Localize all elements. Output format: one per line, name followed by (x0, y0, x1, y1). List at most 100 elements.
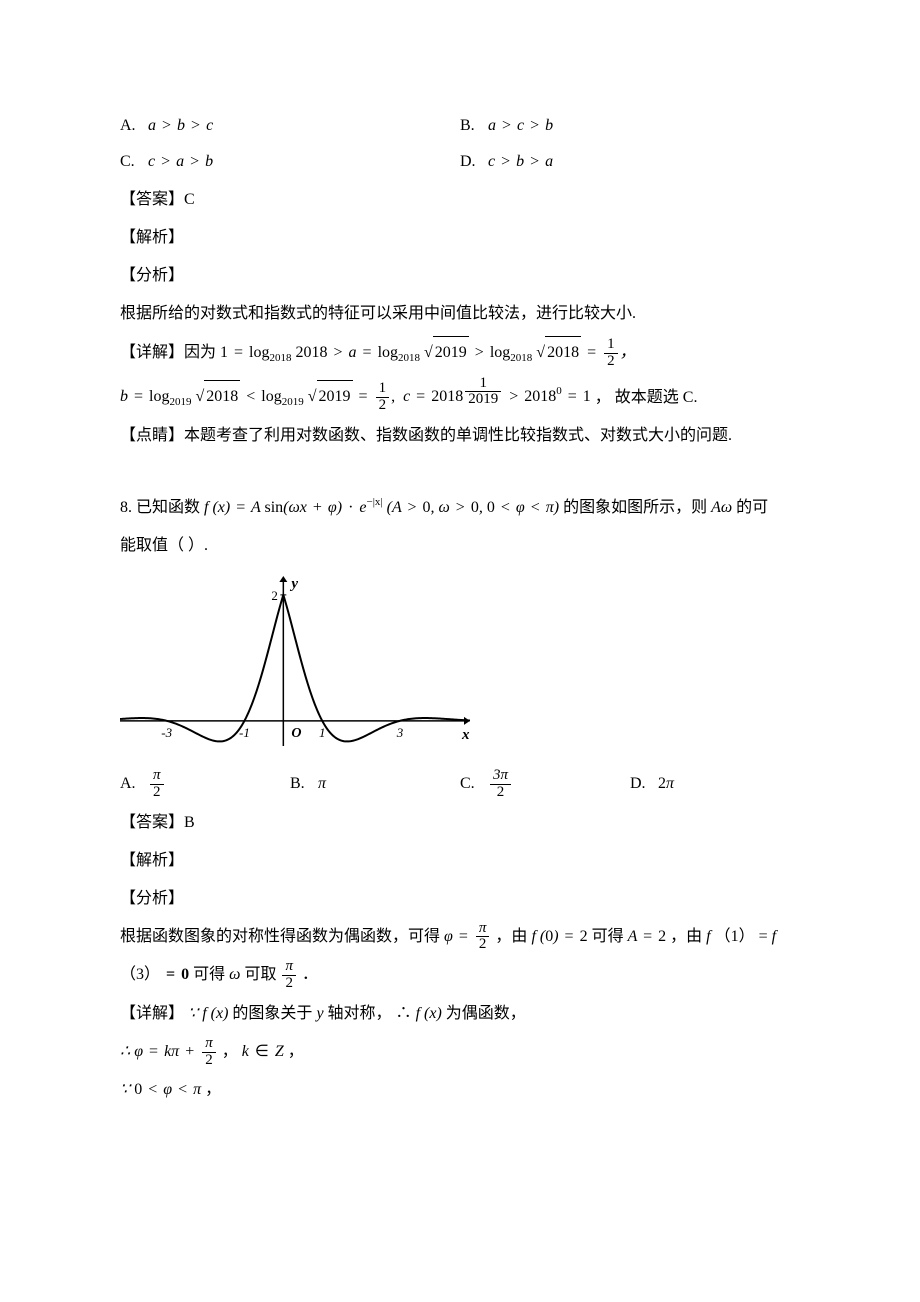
math-expr: ω (229, 966, 240, 983)
svg-text:1: 1 (319, 725, 326, 740)
svg-text:O: O (291, 726, 301, 741)
frac-den: 2 (476, 937, 490, 953)
sub: 2018 (398, 352, 420, 364)
detail-prefix: 【详解】 (120, 1005, 184, 1022)
math-expr: k ∈ Z (242, 1043, 284, 1060)
pi: π (318, 775, 326, 792)
math-expr: b = log2019 2018 < log2019 2019 = 12, c … (120, 388, 595, 405)
tail: ， 故本题选 C. (595, 388, 698, 405)
q7-detail-line-2: b = log2019 2018 < log2019 2019 = 12, c … (120, 376, 800, 414)
q8-fenxi-line-1: 根据函数图象的对称性得函数为偶函数，可得 φ = π2 ，由 f (0) = 2… (120, 921, 800, 954)
radicand: 2019 (433, 336, 469, 369)
math-expr: ∴ φ = kπ + π2 (120, 1043, 218, 1060)
q8-function-graph: -3-113O2yx (120, 576, 800, 758)
q8-options: A. π2 B. π C. 3π2 D. 2π (120, 768, 800, 801)
text: （3） (120, 966, 160, 983)
option-expr: π (318, 768, 326, 800)
option-letter: D. (460, 146, 478, 178)
radicand: 2018 (204, 380, 240, 413)
q8-option-c: C. 3π2 (460, 768, 630, 801)
option-letter: C. (460, 768, 478, 800)
frac-den: 2 (490, 785, 511, 801)
option-expr: 3π2 (488, 768, 513, 801)
frac-num: 3π (490, 768, 511, 785)
q7-detail-line-1: 【详解】因为 1 = log2018 2018 > a = log2018 20… (120, 336, 800, 370)
q7-options-row-1: A. a > b > c B. a > c > b (120, 110, 800, 142)
option-letter: A. (120, 768, 138, 800)
frac-den: 2 (202, 1053, 216, 1069)
math-expr: π2 (280, 966, 298, 983)
text: 可取 (244, 966, 280, 983)
q8-option-b: B. π (290, 768, 460, 801)
q8-option-d: D. 2π (630, 768, 800, 801)
sub: 2019 (169, 396, 191, 408)
option-expr: c > b > a (488, 146, 553, 178)
frac-den: 2 (150, 785, 164, 801)
q8-stem-line-2: 能取值（ ）. (120, 530, 800, 562)
text: ， (222, 1043, 242, 1060)
q7-option-c: C. c > a > b (120, 146, 460, 178)
text: ，由 (495, 928, 531, 945)
frac-num: 1 (465, 376, 501, 393)
frac-num: π (150, 768, 164, 785)
option-expr: c > a > b (148, 146, 213, 178)
pi: π (666, 775, 674, 792)
q8-option-a: A. π2 (120, 768, 290, 801)
q7-fenxi-label: 【分析】 (120, 260, 800, 292)
frac-num: 1 (604, 337, 618, 354)
text: ， (288, 1043, 304, 1060)
option-letter: C. (120, 146, 138, 178)
math-expr: A = 2 (628, 928, 667, 945)
svg-text:y: y (289, 576, 298, 592)
q8-fenxi-label: 【分析】 (120, 883, 800, 915)
frac-num: π (202, 1036, 216, 1053)
frac-den: 2 (604, 354, 618, 370)
math-expr: y (316, 1005, 323, 1022)
q8-answer: 【答案】B (120, 807, 800, 839)
stem-tail: 的可 (736, 499, 768, 516)
stem-mid: 的图象如图所示，则 (563, 499, 711, 516)
option-expr: 2π (658, 768, 674, 800)
radicand: 2018 (545, 336, 581, 369)
math-expr: φ = π2 (444, 928, 491, 945)
q8-detail-line-3: ∵ 0 < φ < π ， (120, 1074, 800, 1106)
math-expr: = 0 (164, 966, 189, 983)
q8-detail-line-1: 【详解】 ∵ f (x) 的图象关于 y 轴对称， ∴ f (x) 为偶函数， (120, 998, 800, 1030)
math-expr: 1 = log2018 2018 > a = log2018 2019 > lo… (220, 344, 636, 361)
sub: 2018 (510, 352, 532, 364)
q7-fenxi-text: 根据所给的对数式和指数式的特征可以采用中间值比较法，进行比较大小. (120, 298, 800, 330)
sup: −|x| (367, 496, 383, 508)
frac-den: 2 (282, 976, 296, 992)
svg-text:3: 3 (396, 725, 404, 740)
math-expr: Aω (711, 499, 732, 516)
option-letter: A. (120, 110, 138, 142)
svg-text:x: x (461, 727, 470, 743)
text: 可得 (193, 966, 229, 983)
text: 轴对称， ∴ (328, 1005, 416, 1022)
q8-fenxi-line-2: （3） = 0 可得 ω 可取 π2 ． (120, 959, 800, 992)
radicand: 2019 (317, 380, 353, 413)
q7-option-d: D. c > b > a (460, 146, 800, 178)
q7-option-b: B. a > c > b (460, 110, 800, 142)
option-expr: π2 (148, 768, 166, 801)
q8-analysis-label: 【解析】 (120, 845, 800, 877)
math-expr: ∵ 0 < φ < π (120, 1081, 201, 1098)
q8-stem-line-1: 8. 已知函数 f (x) = A sin(ωx + φ) · e−|x| (A… (120, 492, 800, 524)
option-expr: a > b > c (148, 110, 213, 142)
text: 可得 (592, 928, 628, 945)
document-page: A. a > b > c B. a > c > b C. c > a > b D… (0, 0, 920, 1302)
spacer (120, 458, 800, 486)
graph-svg: -3-113O2yx (120, 576, 470, 746)
option-letter: D. (630, 768, 648, 800)
math-expr: f (x) = A sin(ωx + φ) · e−|x| (A > 0, ω … (204, 499, 563, 516)
frac-num: π (282, 959, 296, 976)
option-expr: a > c > b (488, 110, 553, 142)
q7-analysis-label: 【解析】 (120, 222, 800, 254)
q7-options-row-2: C. c > a > b D. c > b > a (120, 146, 800, 178)
svg-text:-1: -1 (239, 725, 250, 740)
frac-den: 2 (376, 398, 390, 414)
svg-text:2: 2 (271, 588, 278, 603)
text: ． (302, 966, 318, 983)
math-expr: f (706, 928, 710, 945)
q7-dianjing: 【点睛】本题考查了利用对数函数、指数函数的单调性比较指数式、对数式大小的问题. (120, 420, 800, 452)
